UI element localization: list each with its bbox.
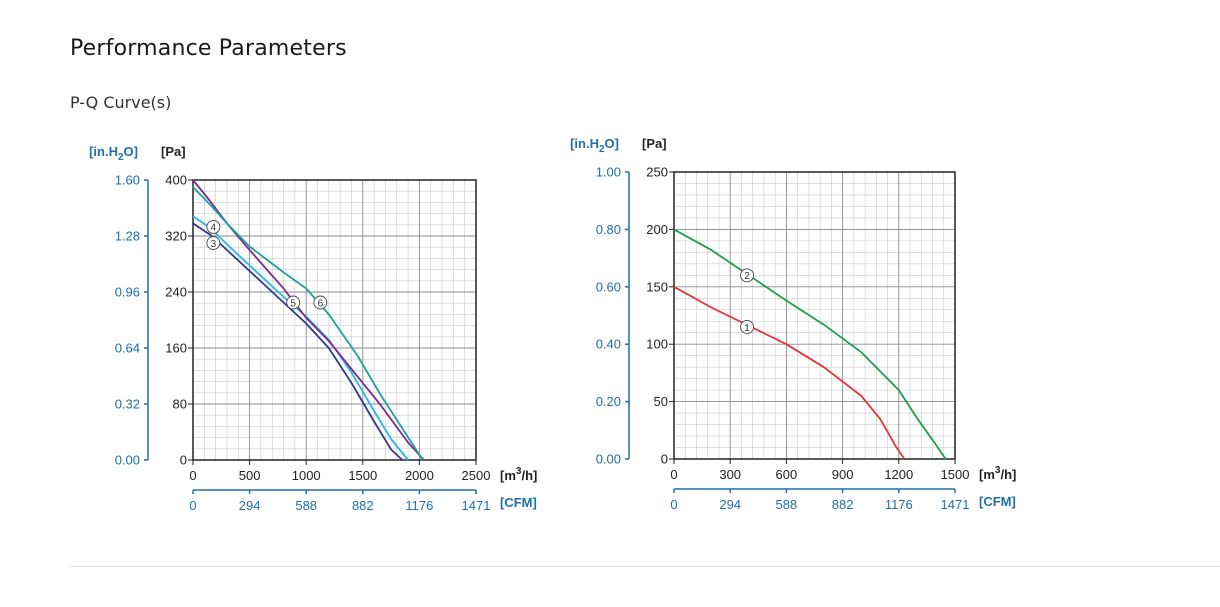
section-divider: [70, 566, 1220, 567]
y-tick-label: 0: [661, 452, 668, 467]
y-secondary-tick-label: 0.32: [115, 397, 140, 412]
y-secondary-tick-label: 0.96: [115, 285, 140, 300]
y-tick-label: 150: [646, 279, 668, 294]
y-secondary-tick-label: 0.40: [596, 337, 621, 352]
y-secondary-tick-label: 0.60: [596, 279, 621, 294]
y-secondary-tick-label: 0.64: [115, 341, 140, 356]
x-secondary-unit-label: [CFM]: [500, 495, 537, 510]
x-secondary-tick-label: 588: [776, 497, 798, 512]
x-secondary-tick-label: 1471: [462, 498, 491, 513]
curve-label-2: 2: [744, 271, 750, 282]
y-tick-label: 160: [165, 341, 187, 356]
curve-3: [192, 222, 404, 461]
plot-frame: [673, 171, 956, 460]
y-secondary-tick-label: 1.00: [596, 165, 621, 180]
x-tick-label: 900: [832, 467, 854, 482]
y-secondary-unit-label: [in.H2O]: [570, 136, 619, 155]
y-secondary-tick-label: 1.28: [115, 229, 140, 244]
curve-label-4: 4: [211, 223, 217, 234]
curve-label-circle: [740, 268, 755, 283]
curve-label-circle: [740, 320, 755, 334]
curve-label-circle: [206, 236, 221, 250]
y-tick-label: 320: [165, 229, 187, 244]
page-title: Performance Parameters: [70, 36, 347, 61]
y-tick-label: 200: [646, 222, 668, 237]
curve-2: [673, 228, 947, 460]
x-tick-label: 600: [776, 467, 798, 482]
y-secondary-tick-label: 0.00: [596, 452, 621, 467]
curve-label-circle: [206, 219, 221, 234]
y-tick-label: 50: [654, 394, 668, 409]
y-unit-label: [Pa]: [642, 136, 667, 151]
x-tick-label: 0: [189, 468, 196, 483]
x-secondary-tick-label: 0: [189, 498, 196, 513]
curve-6: [192, 186, 424, 461]
y-tick-label: 240: [165, 285, 187, 300]
y-unit-label: [Pa]: [161, 144, 186, 159]
x-secondary-unit-label: [CFM]: [979, 494, 1016, 509]
y-tick-label: 100: [646, 337, 668, 352]
x-secondary-tick-label: 882: [352, 498, 374, 513]
y-secondary-tick-label: 0.00: [115, 453, 140, 468]
x-unit-label: [m3/h]: [500, 466, 537, 483]
curve-label-6: 6: [318, 298, 324, 309]
y-tick-label: 250: [646, 165, 668, 180]
x-secondary-tick-label: 1471: [941, 497, 970, 512]
y-tick-label: 400: [165, 173, 187, 188]
section-subtitle: P-Q Curve(s): [70, 93, 172, 112]
x-tick-label: 0: [670, 467, 677, 482]
x-secondary-tick-label: 882: [832, 497, 854, 512]
curve-1: [673, 286, 906, 460]
x-secondary-tick-label: 1176: [405, 498, 433, 513]
curve-label-circle: [313, 295, 328, 310]
curve-label-circle: [286, 295, 301, 310]
x-tick-label: 1000: [292, 468, 321, 483]
curve-label-1: 1: [744, 323, 750, 334]
x-tick-label: 300: [719, 467, 741, 482]
y-secondary-tick-label: 0.80: [596, 222, 621, 237]
x-unit-label: [m3/h]: [979, 465, 1016, 482]
x-secondary-tick-label: 0: [670, 497, 677, 512]
plot-frame: [192, 179, 477, 461]
x-secondary-tick-label: 294: [719, 497, 741, 512]
y-secondary-tick-label: 1.60: [115, 173, 140, 188]
x-tick-label: 1200: [884, 467, 913, 482]
x-tick-label: 2500: [462, 468, 491, 483]
y-secondary-tick-label: 0.20: [596, 394, 621, 409]
x-secondary-tick-label: 294: [239, 498, 261, 513]
x-tick-label: 1500: [941, 467, 970, 482]
x-tick-label: 500: [239, 468, 261, 483]
y-tick-label: 80: [173, 397, 187, 412]
curve-label-5: 5: [290, 298, 296, 309]
x-tick-label: 1500: [348, 468, 377, 483]
y-tick-label: 0: [180, 453, 187, 468]
y-secondary-unit-label: [in.H2O]: [89, 144, 138, 163]
curve-label-3: 3: [211, 239, 217, 250]
x-secondary-tick-label: 1176: [885, 497, 913, 512]
x-secondary-tick-label: 588: [295, 498, 317, 513]
x-tick-label: 2000: [405, 468, 434, 483]
